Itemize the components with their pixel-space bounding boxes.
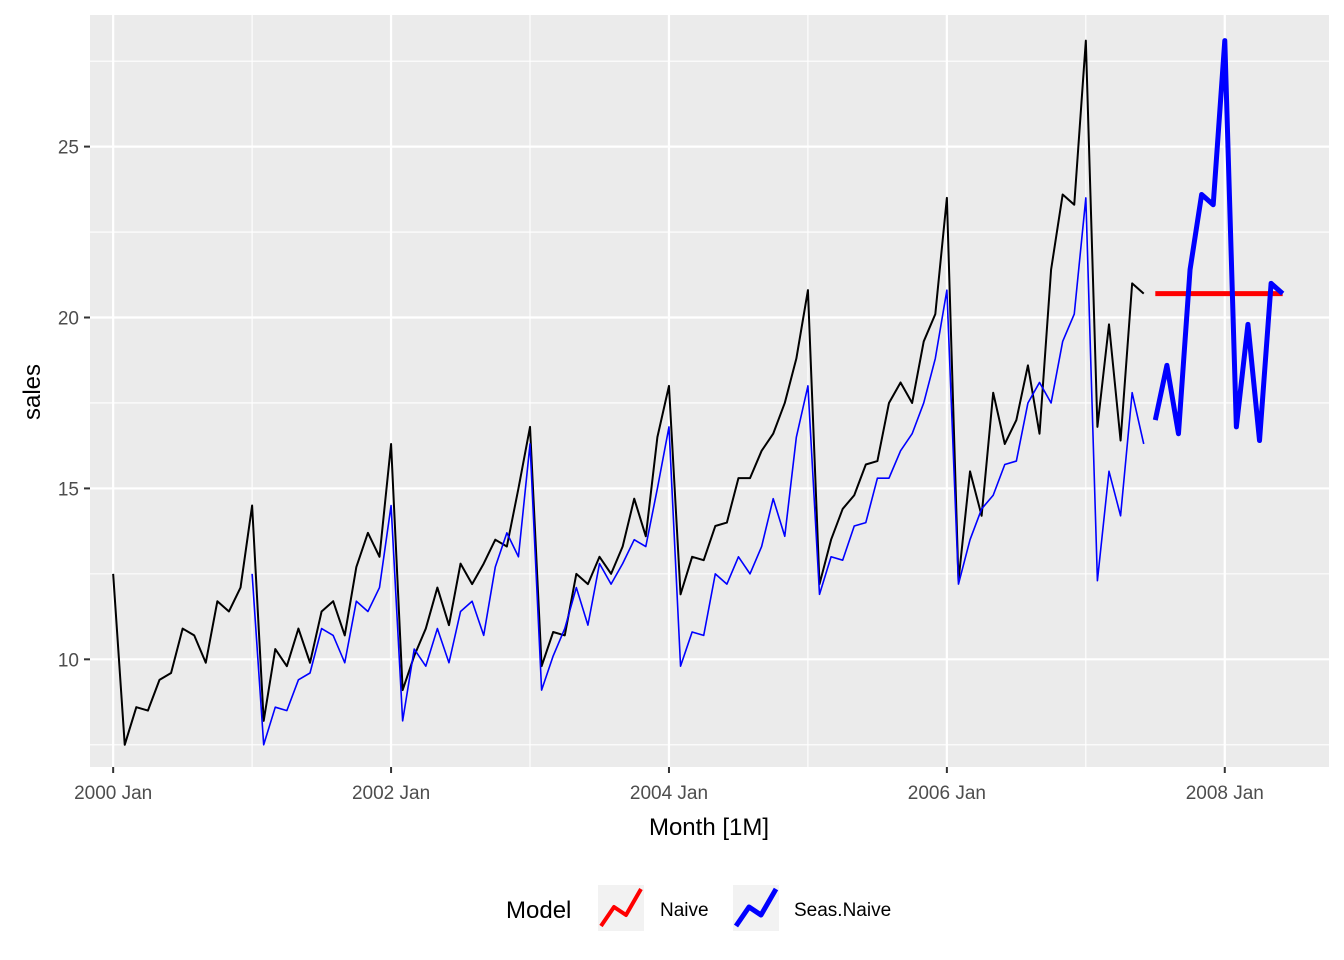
x-tick-label: 2006 Jan <box>908 783 986 804</box>
minor-grid <box>90 15 1329 767</box>
y-tick-label: 15 <box>58 479 79 500</box>
legend-line-naive <box>599 888 643 928</box>
y-tick-label: 25 <box>58 138 79 159</box>
legend-label-naive: Naive <box>660 900 709 921</box>
y-tick-label: 10 <box>58 650 79 671</box>
legend-title: Model <box>506 897 571 924</box>
legend-line-seas-naive <box>733 887 779 928</box>
x-tick-label: 2008 Jan <box>1186 783 1264 804</box>
x-tick-label: 2000 Jan <box>74 783 152 804</box>
x-tick-label: 2002 Jan <box>352 783 430 804</box>
major-grid <box>90 15 1329 767</box>
x-axis: 2000 Jan 2002 Jan 2004 Jan 2006 Jan 2008 Jan <box>74 767 1264 804</box>
fitted-line <box>251 197 1145 746</box>
y-tick-label: 20 <box>58 309 79 330</box>
y-axis-title: sales <box>19 364 46 420</box>
history-line <box>112 39 1145 746</box>
plot-panel <box>90 15 1329 767</box>
legend-key-naive <box>598 885 644 931</box>
y-axis: 10 15 20 25 <box>58 138 90 671</box>
x-axis-title: Month [1M] <box>649 814 769 841</box>
legend: Model Naive Seas.Naive <box>506 885 891 931</box>
series-lines <box>112 38 1285 746</box>
x-tick-label: 2004 Jan <box>630 783 708 804</box>
legend-label-seas-naive: Seas.Naive <box>794 900 891 921</box>
seas-naive-forecast-line <box>1152 38 1285 444</box>
